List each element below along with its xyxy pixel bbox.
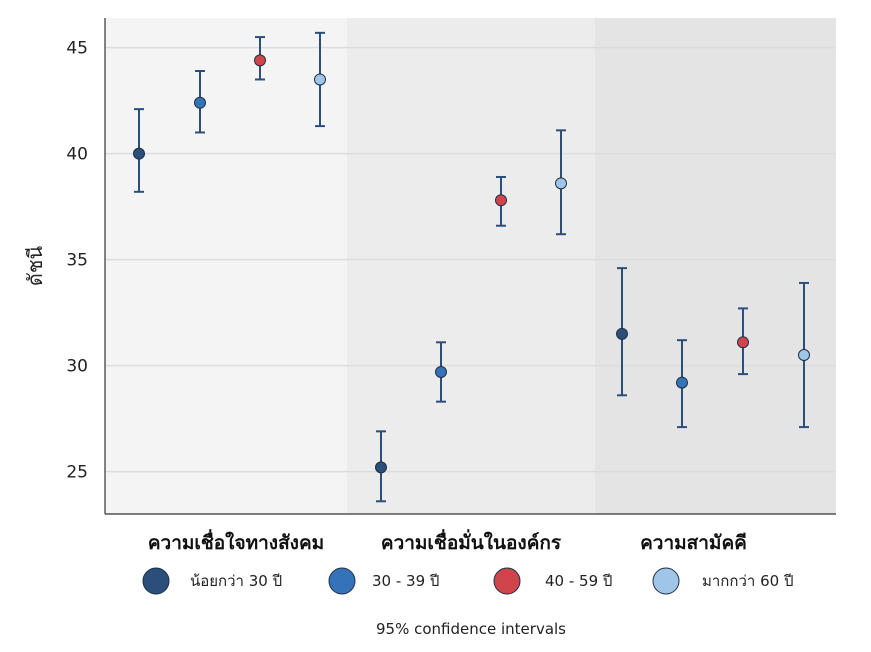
data-point <box>737 336 749 349</box>
data-point <box>555 177 567 190</box>
legend-label: 40 - 59 ปี <box>545 572 612 590</box>
legend-marker <box>493 567 521 595</box>
group-panel-1 <box>105 18 347 514</box>
y-tick-label: 45 <box>66 39 88 59</box>
data-point <box>133 147 145 160</box>
legend-label: มากกว่า 60 ปี <box>702 572 793 590</box>
y-tick-label: 40 <box>66 145 88 165</box>
legend-marker <box>652 567 680 595</box>
legend-label: น้อยกว่า 30 ปี <box>190 572 282 590</box>
data-point <box>676 376 688 389</box>
data-point <box>495 194 507 207</box>
y-tick-label: 35 <box>66 251 88 271</box>
group-panel-3 <box>595 18 836 514</box>
data-point <box>194 96 206 109</box>
group-label: ความสามัคคี <box>640 532 747 554</box>
y-tick-label: 25 <box>66 463 88 483</box>
group-label: ความเชื่อใจทางสังคม <box>148 529 324 554</box>
data-point <box>254 54 266 67</box>
data-point <box>314 73 326 86</box>
legend-label: 30 - 39 ปี <box>372 572 439 590</box>
y-tick-label: 30 <box>66 357 88 377</box>
group-panel-2 <box>347 18 595 514</box>
data-point <box>798 349 810 362</box>
legend-marker <box>142 567 170 595</box>
y-axis-label: ดัชนี <box>23 246 47 287</box>
legend-marker <box>328 567 356 595</box>
group-label: ความเชื่อมั่นในองค์กร <box>381 529 562 554</box>
data-point <box>616 327 628 340</box>
data-point <box>435 365 447 378</box>
chart-caption: 95% confidence intervals <box>376 620 566 638</box>
data-point <box>375 461 387 474</box>
